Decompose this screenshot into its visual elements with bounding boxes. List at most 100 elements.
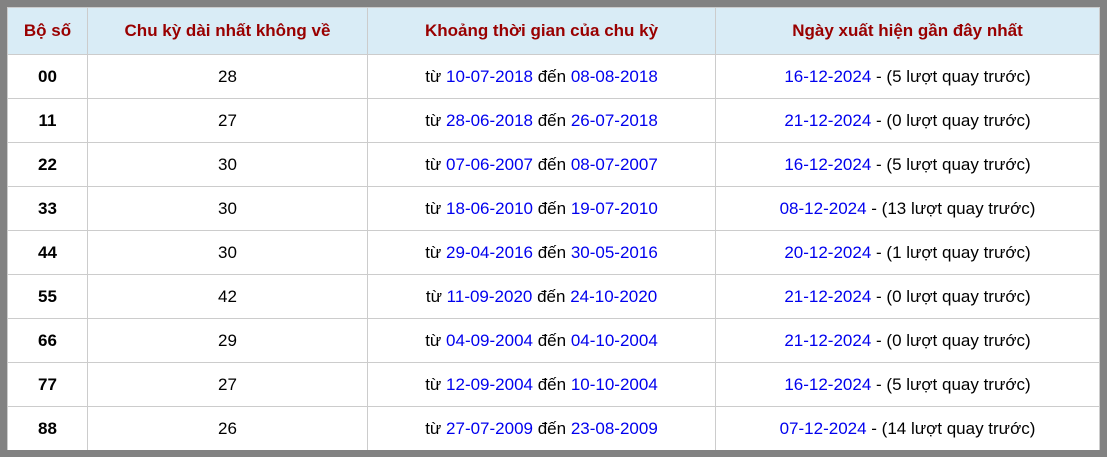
cycle-cell: 26 [88, 451, 368, 457]
recent-suffix: - (5 lượt quay trước) [871, 374, 1031, 394]
range-cell: từ 28-06-2018 đến 26-07-2018 [367, 98, 716, 143]
pair-cell: 44 [7, 230, 88, 275]
from-date-link[interactable]: 10-07-2018 [446, 66, 533, 86]
to-word: đến [533, 242, 571, 262]
table-row: 9926từ 25-06-2002 đến 22-07-200221-12-20… [8, 451, 1100, 457]
table-row: 33 30 từ 18-06-2010 đến 19-07-2010 08-12-20… [7, 186, 1100, 231]
to-word: đến [533, 374, 571, 394]
from-word: từ [425, 110, 447, 130]
cycle-cell: 42 [87, 274, 368, 319]
recent-cell: 16-12-2024 - (5 lượt quay trước) [715, 54, 1100, 99]
table-row: 77 27 từ 12-09-2004 đến 10-10-2004 16-12-20… [7, 362, 1100, 407]
recent-date-link[interactable]: 21-12-2024 [784, 330, 872, 350]
from-date-link[interactable]: 07-06-2007 [446, 154, 533, 174]
range-cell: từ 18-06-2010 đến 19-07-2010 [367, 186, 716, 231]
recent-date-link[interactable]: 08-12-2024 [779, 198, 867, 218]
from-word: từ [425, 154, 447, 174]
from-word: từ [425, 242, 447, 262]
recent-suffix: - (0 lượt quay trước) [871, 330, 1031, 350]
cycle-cell: 30 [87, 230, 368, 275]
from-word: từ [425, 374, 447, 394]
cycle-cell: 30 [87, 186, 368, 231]
pair-cell: 55 [7, 274, 88, 319]
recent-suffix: - (1 lượt quay trước) [871, 242, 1031, 262]
recent-cell: 16-12-2024 - (5 lượt quay trước) [715, 142, 1100, 187]
cycle-cell: 30 [87, 142, 368, 187]
to-date-link[interactable]: 30-05-2016 [570, 242, 658, 262]
recent-cell: 08-12-2024 - (13 lượt quay trước) [715, 186, 1100, 231]
to-date-link[interactable]: 19-07-2010 [570, 198, 658, 218]
recent-suffix: - (5 lượt quay trước) [871, 154, 1031, 174]
recent-date-link[interactable]: 20-12-2024 [784, 242, 872, 262]
to-word: đến [533, 154, 571, 174]
range-cell: từ 07-06-2007 đến 08-07-2007 [367, 142, 716, 187]
recent-suffix: - (13 lượt quay trước) [866, 198, 1036, 218]
to-date-link[interactable]: 08-07-2007 [570, 154, 658, 174]
from-date-link[interactable]: 28-06-2018 [446, 110, 533, 130]
table-row: 88 26 từ 27-07-2009 đến 23-08-2009 07-12-20… [7, 406, 1100, 450]
table-row: 22 30 từ 07-06-2007 đến 08-07-2007 16-12-20… [7, 142, 1100, 187]
range-cell: từ 29-04-2016 đến 30-05-2016 [367, 230, 716, 275]
recent-date-link[interactable]: 07-12-2024 [779, 418, 867, 438]
pair-cell: 99 [8, 451, 88, 457]
from-date-link[interactable]: 27-07-2009 [446, 418, 533, 438]
to-date-link[interactable]: 26-07-2018 [570, 110, 658, 130]
recent-suffix: - (5 lượt quay trước) [871, 66, 1031, 86]
table-row: 55 42 từ 11-09-2020 đến 24-10-2020 21-12-20… [7, 274, 1100, 319]
to-word: đến [533, 198, 571, 218]
cycle-cell: 29 [87, 318, 368, 363]
from-word: từ [425, 66, 447, 86]
range-cell: từ 11-09-2020 đến 24-10-2020 [367, 274, 716, 319]
recent-cell: 20-12-2024 - (1 lượt quay trước) [715, 230, 1100, 275]
recent-cell: 16-12-2024 - (5 lượt quay trước) [715, 362, 1100, 407]
from-date-link[interactable]: 12-09-2004 [446, 374, 533, 394]
table-row: 44 30 từ 29-04-2016 đến 30-05-2016 20-12-20… [7, 230, 1100, 275]
from-date-link[interactable]: 11-09-2020 [446, 286, 533, 306]
range-cell: từ 04-09-2004 đến 04-10-2004 [367, 318, 716, 363]
recent-date-link[interactable]: 21-12-2024 [784, 110, 872, 130]
recent-cell: 21-12-2024 - (0 lượt quay trước) [715, 98, 1100, 143]
to-date-link[interactable]: 23-08-2009 [570, 418, 658, 438]
recent-date-link[interactable]: 16-12-2024 [784, 374, 872, 394]
header-recent: Ngày xuất hiện gần đây nhất [715, 7, 1100, 55]
pair-cell: 88 [7, 406, 88, 450]
to-date-link[interactable]: 08-08-2018 [570, 66, 658, 86]
cycle-cell: 28 [87, 54, 368, 99]
to-date-link[interactable]: 24-10-2020 [570, 286, 658, 306]
recent-date-link[interactable]: 21-12-2024 [784, 286, 872, 306]
to-word: đến [533, 66, 571, 86]
recent-suffix: - (0 lượt quay trước) [871, 110, 1031, 130]
to-word: đến [533, 330, 571, 350]
pair-cell: 00 [7, 54, 88, 99]
range-cell: từ 25-06-2002 đến 22-07-2002 [368, 451, 716, 457]
cycle-cell: 27 [87, 362, 368, 407]
pair-cell: 22 [7, 142, 88, 187]
range-cell: từ 27-07-2009 đến 23-08-2009 [367, 406, 716, 450]
pair-cell: 77 [7, 362, 88, 407]
from-date-link[interactable]: 18-06-2010 [446, 198, 533, 218]
recent-date-link[interactable]: 16-12-2024 [784, 66, 872, 86]
to-word: đến [533, 418, 571, 438]
to-date-link[interactable]: 10-10-2004 [570, 374, 658, 394]
to-date-link[interactable]: 04-10-2004 [570, 330, 658, 350]
recent-date-link[interactable]: 16-12-2024 [784, 154, 872, 174]
table-row: 11 27 từ 28-06-2018 đến 26-07-2018 21-12-20… [7, 98, 1100, 143]
recent-cell: 21-12-2024 - (0 lượt quay trước) [715, 318, 1100, 363]
pair-cell: 11 [7, 98, 88, 143]
header-range: Khoảng thời gian của chu kỳ [367, 7, 716, 55]
to-word: đến [533, 110, 571, 130]
lottery-pair-cycle-table: Bộ số Chu kỳ dài nhất không về Khoảng th… [7, 7, 1100, 457]
header-pair: Bộ số [7, 7, 88, 55]
cycle-cell: 26 [87, 406, 368, 450]
pair-cell: 66 [7, 318, 88, 363]
table-row: 66 29 từ 04-09-2004 đến 04-10-2004 21-12-20… [7, 318, 1100, 363]
recent-cell: 21-12-2024 - (0 lượt quay trước) [716, 451, 1100, 457]
cycle-cell: 27 [87, 98, 368, 143]
range-cell: từ 10-07-2018 đến 08-08-2018 [367, 54, 716, 99]
from-date-link[interactable]: 29-04-2016 [446, 242, 533, 262]
from-date-link[interactable]: 04-09-2004 [446, 330, 533, 350]
from-word: từ [425, 286, 447, 306]
table-row: 00 28 từ 10-07-2018 đến 08-08-2018 16-12-20… [7, 54, 1100, 99]
recent-cell: 21-12-2024 - (0 lượt quay trước) [715, 274, 1100, 319]
